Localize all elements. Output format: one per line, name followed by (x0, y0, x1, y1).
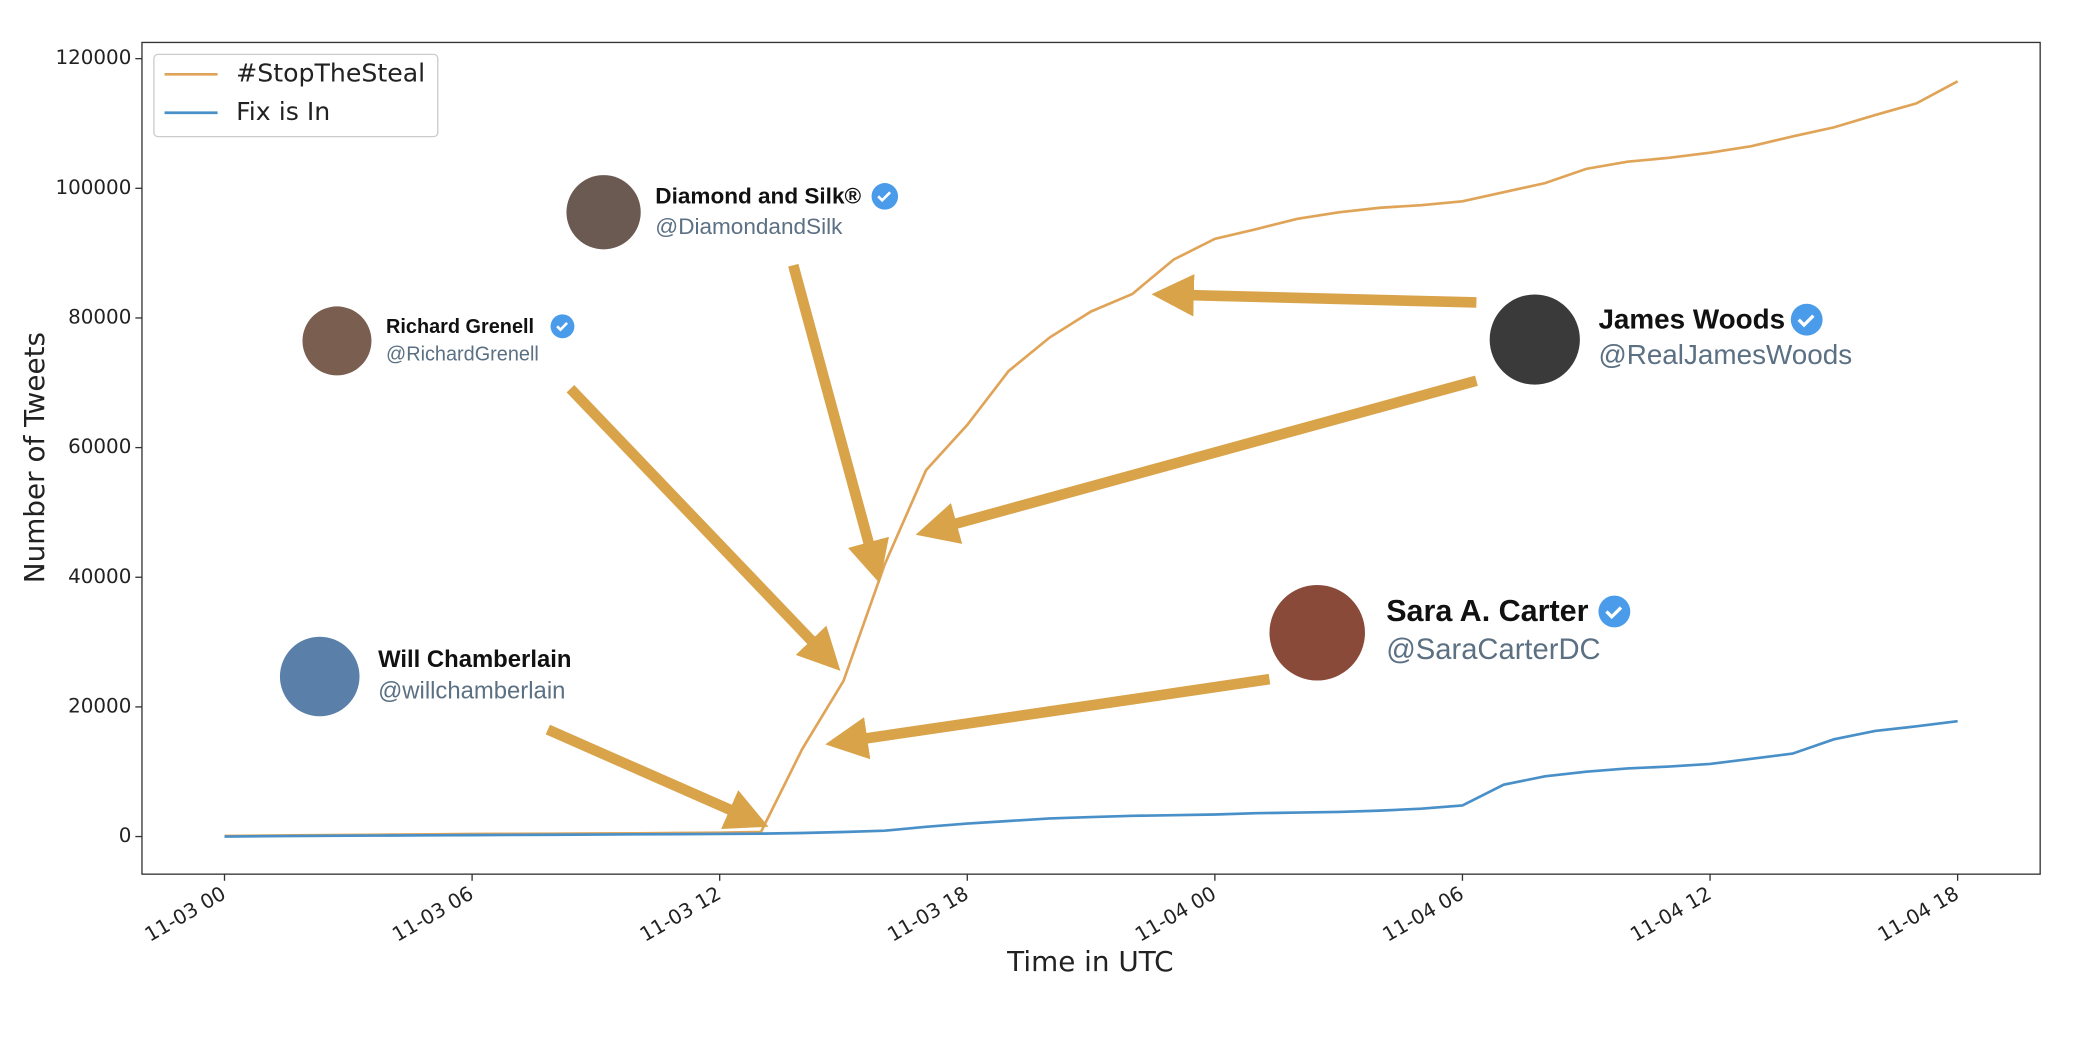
legend: #StopTheSteal Fix is In (153, 53, 439, 138)
verified-check (1797, 314, 1815, 328)
avatar (279, 636, 360, 717)
annotation-name: Will Chamberlain (378, 646, 571, 673)
legend-label: #StopTheSteal (236, 58, 425, 87)
annotation-handle: @DiamondandSilk (655, 214, 843, 239)
x-axis-label: Time in UTC (1006, 945, 1173, 978)
y-tick-label: 20000 (68, 694, 131, 717)
y-tick-label: 60000 (68, 435, 131, 458)
y-tick-label: 100000 (55, 176, 131, 199)
annotation-handle: @SaraCarterDC (1386, 634, 1600, 666)
arrow (788, 263, 889, 584)
legend-label: Fix is In (236, 97, 330, 126)
series-line (224, 80, 1959, 838)
arrow (825, 673, 1271, 760)
verified-check (877, 191, 892, 203)
annotation-handle: @willchamberlain (378, 678, 565, 705)
x-tick-label: 11-03 12 (636, 882, 725, 947)
annotation-name: Sara A. Carter (1386, 594, 1588, 628)
x-tick-label: 11-04 06 (1379, 882, 1468, 947)
arrow (566, 384, 841, 671)
x-tick-label: 11-03 06 (388, 882, 477, 947)
annotation-handle: @RealJamesWoods (1598, 339, 1852, 370)
plot-frame (141, 41, 2041, 875)
plot-area: 0 20000 40000 60000 80000 100000 120000 11-03 0… (55, 46, 1962, 946)
avatar (1269, 584, 1365, 681)
arrow (915, 375, 1478, 544)
x-tick-label: 11-04 12 (1626, 882, 1715, 947)
annotation-name: Richard Grenell (386, 316, 534, 338)
verified-badge (1598, 595, 1631, 628)
avatar (302, 306, 372, 376)
series-line (224, 719, 1958, 838)
legend-box (153, 53, 439, 138)
y-tick-label: 120000 (55, 46, 131, 69)
avatar (566, 175, 641, 250)
y-axis-label: Number of Tweets (18, 332, 51, 583)
x-tick-label: 11-03 18 (884, 882, 973, 947)
annotation-name: James Woods (1598, 303, 1785, 334)
profile-cards: Diamond and Silk® @DiamondandSilk Richar… (279, 175, 1852, 717)
arrow (1151, 274, 1477, 317)
x-tick-label: 11-04 00 (1131, 882, 1220, 947)
arrow (545, 724, 769, 830)
annotation-handle: @RichardGrenell (386, 344, 539, 366)
x-tick-label: 11-03 00 (141, 882, 230, 947)
verified-check (1605, 606, 1623, 620)
y-tick-label: 0 (119, 824, 132, 847)
annotation-name: Diamond and Silk® (655, 184, 861, 209)
arrows (545, 263, 1478, 830)
verified-check (556, 322, 569, 332)
x-tick-label: 11-04 18 (1874, 882, 1963, 947)
y-tick-label: 80000 (68, 305, 131, 328)
y-tick-label: 40000 (68, 565, 131, 588)
avatar (1489, 294, 1580, 385)
verified-badge (1790, 303, 1823, 336)
